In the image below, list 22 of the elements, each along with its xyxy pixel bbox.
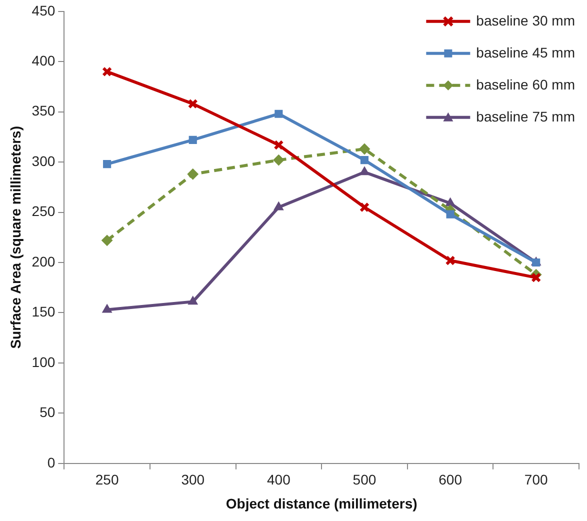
y-tick-label: 350 xyxy=(32,102,56,119)
y-tick-label: 100 xyxy=(32,354,56,370)
legend-label: baseline 60 mm xyxy=(476,76,575,92)
y-tick-label: 0 xyxy=(47,454,56,470)
y-axis-title: Surface Area (square millimeters) xyxy=(7,126,24,349)
x-tick-label: 500 xyxy=(352,472,376,488)
x-tick-label: 700 xyxy=(524,472,548,488)
legend-label: baseline 75 mm xyxy=(476,108,575,124)
x-tick-label: 400 xyxy=(266,472,291,488)
y-tick-label: 300 xyxy=(32,152,56,169)
legend-label: baseline 45 mm xyxy=(476,44,575,60)
y-tick-label: 200 xyxy=(32,253,56,270)
y-tick-label: 450 xyxy=(32,2,56,18)
y-tick-label: 50 xyxy=(40,404,56,420)
x-tick-label: 250 xyxy=(95,472,119,488)
x-axis-title: Object distance (millimeters) xyxy=(226,495,418,512)
y-tick-label: 400 xyxy=(32,52,56,68)
x-tick-label: 300 xyxy=(181,472,205,488)
x-tick-label: 600 xyxy=(438,472,462,488)
y-tick-label: 150 xyxy=(32,304,56,320)
legend-label: baseline 30 mm xyxy=(476,12,575,28)
y-tick-label: 250 xyxy=(32,203,56,220)
